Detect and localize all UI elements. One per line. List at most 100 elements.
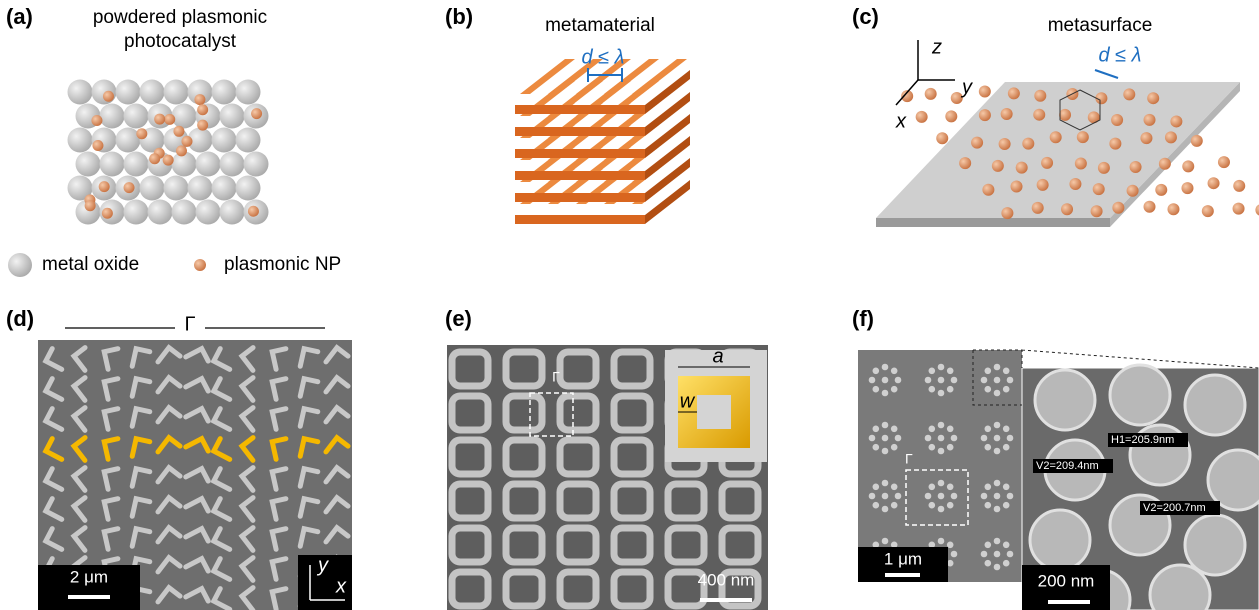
measure-box xyxy=(1140,501,1220,515)
metasurface-np xyxy=(959,157,972,170)
oxide-sphere xyxy=(187,175,213,201)
nanodisk xyxy=(881,505,889,513)
l-antenna xyxy=(70,525,88,553)
panel-title: powdered plasmonic xyxy=(93,7,267,28)
square-ring xyxy=(610,392,654,434)
metasurface-np xyxy=(1049,131,1062,144)
axes xyxy=(309,565,345,601)
axis-label: y xyxy=(960,76,973,98)
square-ring xyxy=(448,392,492,434)
oxide-sphere xyxy=(123,151,149,177)
nanodisk xyxy=(928,367,936,375)
metasurface-np xyxy=(1158,157,1171,170)
oxide-sphere xyxy=(187,79,213,105)
l-antenna xyxy=(297,465,321,489)
substrate xyxy=(876,82,1240,218)
l-antenna xyxy=(101,346,121,372)
rod-top xyxy=(604,59,659,94)
nanodisk xyxy=(872,367,880,375)
nanodisk xyxy=(937,537,945,545)
l-antenna xyxy=(42,406,65,432)
nanodisk xyxy=(890,483,898,491)
l-antenna xyxy=(297,495,321,519)
l-antenna xyxy=(70,495,88,523)
metasurface-np xyxy=(1170,115,1183,128)
oxide-sphere xyxy=(147,199,173,225)
nanodisk xyxy=(890,541,898,549)
panel-label: (a) xyxy=(6,4,33,29)
square-ring xyxy=(448,436,492,478)
unit-cell xyxy=(905,469,969,526)
legend-marker xyxy=(8,253,32,277)
l-antenna xyxy=(42,346,65,372)
metasurface-np xyxy=(1069,178,1082,191)
l-antenna xyxy=(129,495,153,519)
oxide-sphere xyxy=(235,79,261,105)
oxide-sphere xyxy=(123,103,149,129)
l-antenna xyxy=(269,346,289,372)
nanodisk xyxy=(984,425,992,433)
square-ring xyxy=(448,524,492,566)
l-antenna xyxy=(183,585,211,604)
nanodisk xyxy=(894,492,902,500)
rod-top xyxy=(632,59,687,94)
metasurface-np xyxy=(1182,160,1195,173)
metasurface-np xyxy=(1129,160,1142,173)
plasmonic-np xyxy=(162,154,174,166)
l-antenna xyxy=(183,405,211,424)
l-antenna xyxy=(101,496,121,522)
l-antenna xyxy=(269,526,289,552)
nanodisk xyxy=(1002,385,1010,393)
axis-label: z xyxy=(931,36,942,58)
oxide-sphere xyxy=(139,175,165,201)
square-ring xyxy=(664,480,708,522)
l-antenna xyxy=(70,375,88,403)
square-ring xyxy=(448,480,492,522)
l-antenna xyxy=(297,345,321,369)
nanodisk xyxy=(993,492,1001,500)
panel-title: metasurface xyxy=(1048,15,1153,36)
l-antenna xyxy=(155,434,183,455)
metasurface-np xyxy=(1167,203,1180,216)
l-antenna xyxy=(297,525,321,549)
l-antenna xyxy=(297,405,321,429)
nanodisk xyxy=(984,385,992,393)
l-antenna xyxy=(70,435,88,463)
nanodisk xyxy=(872,385,880,393)
square-ring xyxy=(610,436,654,478)
metasurface-np xyxy=(1147,92,1160,105)
oxide-sphere xyxy=(187,127,213,153)
metasurface-np xyxy=(1233,179,1246,192)
nanodisk xyxy=(872,425,880,433)
oxide-sphere xyxy=(99,103,125,129)
nanodisk xyxy=(1002,541,1010,549)
square-ring xyxy=(556,568,600,610)
l-antenna xyxy=(155,584,183,605)
metasurface-np xyxy=(1255,204,1259,216)
metasurface-np xyxy=(978,85,991,98)
l-antenna xyxy=(323,494,351,515)
metasurface-np xyxy=(901,90,914,103)
l-antenna xyxy=(101,466,121,492)
metasurface-np xyxy=(982,183,995,196)
nanodisk xyxy=(993,563,1001,571)
square-ring xyxy=(556,480,600,522)
unit-cell xyxy=(529,392,574,437)
nanodisk xyxy=(924,492,932,500)
panel-title: metamaterial xyxy=(545,15,655,36)
l-antenna xyxy=(42,526,65,552)
nanodisk xyxy=(881,434,889,442)
axis-label: x xyxy=(895,110,907,132)
panel-title: photocatalyst xyxy=(124,31,237,52)
l-antenna xyxy=(155,494,183,515)
nanodisk xyxy=(946,443,954,451)
scale-box xyxy=(38,565,140,610)
l-antenna xyxy=(238,375,256,403)
l-antenna xyxy=(42,496,65,522)
rod-side xyxy=(645,92,690,136)
l-antenna xyxy=(269,466,289,492)
metasurface-np xyxy=(1015,161,1028,174)
oxide-sphere xyxy=(123,199,149,225)
period-label: Γ xyxy=(552,369,560,385)
l-antenna xyxy=(129,375,153,399)
